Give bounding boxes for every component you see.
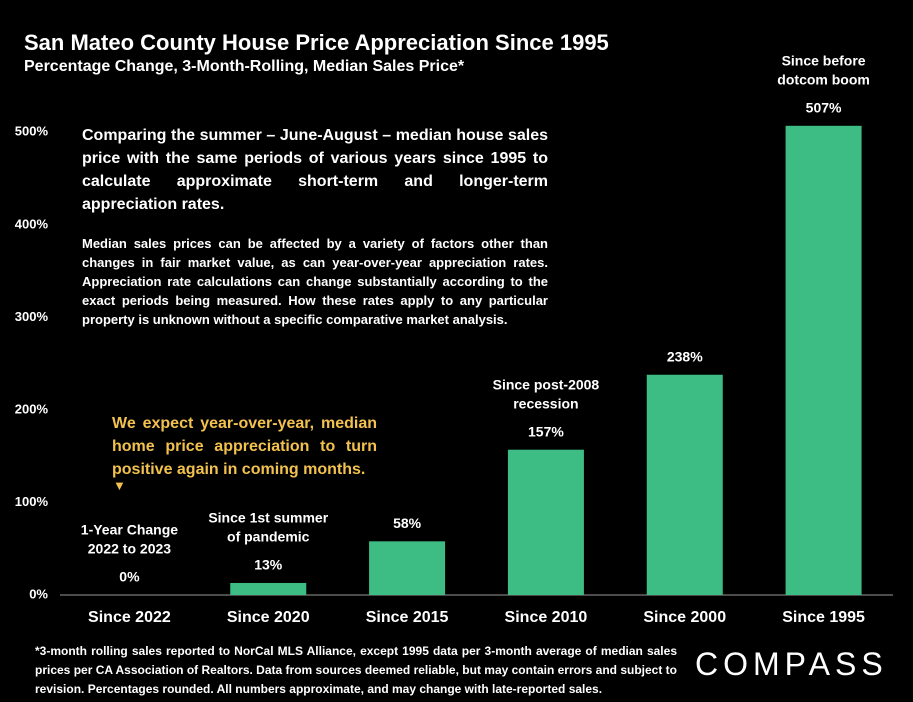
- value-label: 507%: [806, 99, 842, 115]
- bar-note: 2022 to 2023: [88, 541, 171, 557]
- bar: [369, 541, 446, 595]
- y-tick-label: 300%: [15, 309, 49, 324]
- bar-note: Since before: [782, 52, 866, 68]
- y-tick-label: 100%: [15, 494, 49, 509]
- value-label: 238%: [667, 348, 703, 364]
- y-tick-label: 500%: [15, 124, 49, 139]
- bar-note: recession: [513, 395, 578, 411]
- value-label: 157%: [528, 423, 564, 439]
- callout-arrow: ▼: [113, 478, 126, 493]
- bar-note: 1-Year Change: [81, 522, 178, 538]
- bar-note: of pandemic: [227, 529, 310, 545]
- x-tick-label: Since 2015: [366, 609, 449, 626]
- x-tick-label: Since 2010: [505, 609, 588, 626]
- description: Comparing the summer – June-August – med…: [82, 127, 548, 213]
- bar-note: Since 1st summer: [208, 510, 328, 526]
- logo: COMPASS: [695, 646, 888, 682]
- bar-note: Since post-2008: [493, 376, 600, 392]
- chart-title: San Mateo County House Price Appreciatio…: [24, 30, 609, 55]
- footnote: *3-month rolling sales reported to NorCa…: [35, 644, 677, 696]
- y-tick-label: 0%: [29, 586, 48, 601]
- bar: [507, 449, 584, 595]
- y-tick-label: 400%: [15, 216, 49, 231]
- bar: [785, 125, 862, 595]
- x-tick-label: Since 2000: [643, 609, 726, 626]
- value-label: 0%: [119, 569, 140, 585]
- disclaimer: Median sales prices can be affected by a…: [82, 236, 548, 327]
- chart-subtitle: Percentage Change, 3-Month-Rolling, Medi…: [24, 58, 465, 75]
- x-tick-label: Since 1995: [782, 609, 865, 626]
- value-label: 58%: [393, 515, 422, 531]
- x-tick-label: Since 2022: [88, 609, 171, 626]
- bar: [230, 582, 307, 595]
- callout: We expect year-over-year, median home pr…: [112, 415, 377, 478]
- y-tick-label: 200%: [15, 401, 49, 416]
- x-tick-label: Since 2020: [227, 609, 310, 626]
- value-label: 13%: [254, 557, 283, 573]
- bar: [646, 374, 723, 595]
- bar-note: dotcom boom: [777, 71, 870, 87]
